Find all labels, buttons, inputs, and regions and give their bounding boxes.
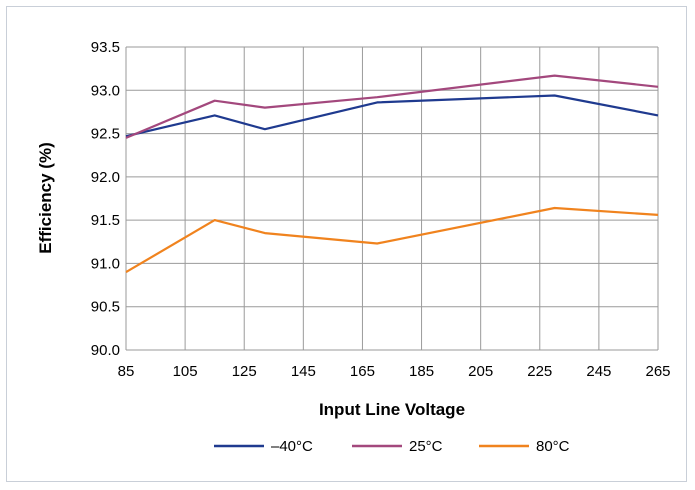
chart-frame [6, 6, 687, 482]
y-tick-label: 92.5 [91, 126, 120, 143]
y-tick-label: 90.0 [91, 342, 120, 359]
x-tick-label: 105 [173, 363, 198, 380]
x-axis-title: Input Line Voltage [319, 400, 465, 419]
x-tick-label: 225 [527, 363, 552, 380]
grid-lines [125, 46, 659, 351]
y-tick-label: 92.0 [91, 169, 120, 186]
legend: –40°C 25°C 80°C [214, 438, 570, 455]
x-tick-labels: 85 105 125 145 165 185 205 225 245 265 [118, 363, 671, 380]
series-line-0 [125, 94, 659, 138]
legend-label-2: 80°C [536, 438, 570, 455]
x-tick-label: 165 [350, 363, 375, 380]
x-tick-label: 125 [232, 363, 257, 380]
series-line-2 [125, 206, 659, 274]
legend-label-1: 25°C [409, 438, 443, 455]
y-tick-label: 91.0 [91, 255, 120, 272]
x-tick-label: 205 [468, 363, 493, 380]
x-tick-label: 245 [586, 363, 611, 380]
x-tick-label: 85 [118, 363, 135, 380]
legend-label-0: –40°C [271, 438, 313, 455]
y-tick-label: 93.0 [91, 82, 120, 99]
y-tick-label: 91.5 [91, 212, 120, 229]
y-axis-title: Efficiency (%) [36, 142, 55, 253]
y-tick-label: 93.5 [91, 39, 120, 56]
x-tick-label: 265 [645, 363, 670, 380]
y-tick-label: 90.5 [91, 299, 120, 316]
series-line-1 [125, 74, 659, 139]
x-tick-label: 185 [409, 363, 434, 380]
x-tick-label: 145 [291, 363, 316, 380]
series-lines [125, 74, 659, 274]
y-tick-labels: 90.0 90.5 91.0 91.5 92.0 92.5 93.0 93.5 [91, 39, 120, 359]
